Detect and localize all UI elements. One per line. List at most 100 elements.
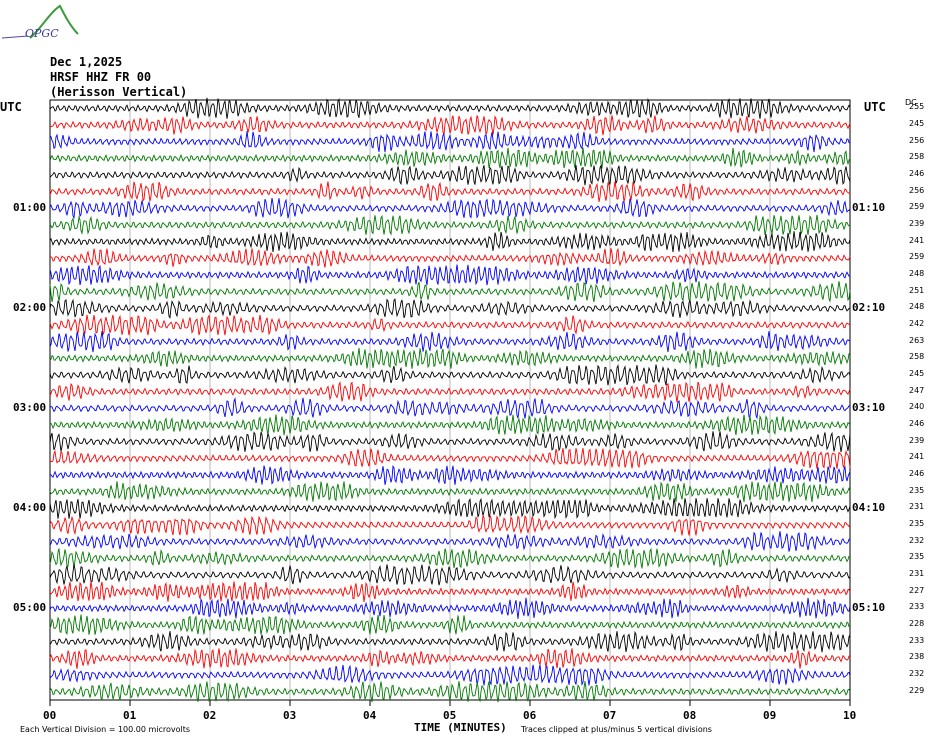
dc-value: 240 bbox=[909, 402, 925, 412]
trace-row-2 bbox=[49, 131, 851, 153]
trace-row-6 bbox=[49, 197, 851, 220]
x-tick-label: 02 bbox=[203, 709, 217, 722]
dc-value: 248 bbox=[909, 269, 925, 278]
x-tick-label: 03 bbox=[283, 709, 297, 722]
dc-value: 255 bbox=[909, 102, 925, 112]
x-tick-label: 07 bbox=[603, 709, 617, 722]
right-time-label: 03:10 bbox=[852, 401, 886, 415]
right-time-label: 04:10 bbox=[852, 501, 886, 515]
dc-value: 231 bbox=[909, 502, 925, 512]
dc-value: 227 bbox=[909, 585, 925, 595]
trace-row-15 bbox=[49, 347, 851, 369]
x-tick-label: 05 bbox=[443, 709, 457, 722]
dc-value: 256 bbox=[909, 185, 925, 195]
dc-value: 245 bbox=[909, 369, 925, 378]
right-time-label: 02:10 bbox=[852, 301, 886, 315]
dc-value: 258 bbox=[909, 352, 925, 362]
trace-row-27 bbox=[49, 547, 851, 570]
trace-row-16 bbox=[49, 364, 851, 386]
dc-value: 251 bbox=[909, 285, 925, 295]
trace-row-20 bbox=[49, 431, 851, 453]
dc-value: 258 bbox=[909, 152, 925, 162]
left-time-label: 02:00 bbox=[13, 301, 47, 315]
utc-right-label: UTC bbox=[864, 100, 886, 114]
footer-clip-note: Traces clipped at plus/minus 5 vertical … bbox=[521, 725, 712, 734]
dc-value: 233 bbox=[909, 602, 925, 612]
dc-value: 241 bbox=[909, 452, 925, 462]
trace-row-26 bbox=[49, 531, 851, 552]
opgc-logo-icon bbox=[1, 4, 79, 39]
trace-row-7 bbox=[49, 214, 851, 236]
trace-row-4 bbox=[49, 164, 851, 186]
trace-row-12 bbox=[49, 298, 851, 319]
trace-row-5 bbox=[49, 181, 851, 203]
dc-label: DC bbox=[905, 98, 917, 107]
trace-row-28 bbox=[49, 564, 851, 586]
trace-row-24 bbox=[49, 497, 851, 520]
x-tick-label: 06 bbox=[523, 709, 537, 722]
trace-row-10 bbox=[49, 264, 851, 286]
dc-value: 263 bbox=[909, 335, 925, 345]
left-time-label: 05:00 bbox=[13, 601, 47, 615]
trace-row-14 bbox=[49, 331, 851, 353]
right-time-label: 05:10 bbox=[852, 601, 886, 615]
dc-value: 241 bbox=[909, 235, 925, 245]
trace-row-0 bbox=[49, 97, 851, 119]
trace-row-18 bbox=[49, 396, 851, 420]
x-tick-label: 04 bbox=[363, 709, 377, 722]
trace-row-17 bbox=[49, 381, 851, 403]
trace-row-3 bbox=[49, 147, 851, 169]
dc-value: 239 bbox=[909, 219, 925, 228]
dc-value: 232 bbox=[909, 535, 925, 545]
dc-value: 259 bbox=[909, 252, 925, 262]
left-time-label: 01:00 bbox=[13, 201, 47, 215]
dc-value: 235 bbox=[909, 519, 925, 528]
dc-value: 246 bbox=[909, 419, 925, 428]
trace-row-8 bbox=[49, 231, 851, 253]
trace-row-32 bbox=[49, 630, 851, 653]
trace-row-23 bbox=[49, 481, 851, 503]
x-tick-label: 01 bbox=[123, 709, 137, 722]
dc-value: 235 bbox=[909, 552, 925, 562]
dc-value: 228 bbox=[909, 619, 925, 628]
header-date: Dec 1,2025 bbox=[50, 55, 123, 69]
dc-value: 235 bbox=[909, 485, 925, 495]
dc-value: 246 bbox=[909, 469, 925, 478]
x-axis-title: TIME (MINUTES) bbox=[414, 721, 507, 734]
dc-value: 247 bbox=[909, 385, 925, 395]
left-time-label: 04:00 bbox=[13, 501, 47, 515]
trace-row-33 bbox=[49, 648, 851, 669]
trace-row-30 bbox=[49, 597, 851, 619]
dc-value: 229 bbox=[909, 685, 925, 695]
dc-value: 248 bbox=[909, 302, 925, 312]
x-tick-label: 09 bbox=[763, 709, 777, 722]
footer-vertical-division: Each Vertical Division = 100.00 microvol… bbox=[20, 725, 191, 734]
x-tick-label: 00 bbox=[43, 709, 57, 722]
trace-row-25 bbox=[49, 514, 851, 536]
trace-row-1 bbox=[49, 115, 851, 137]
left-time-label: 03:00 bbox=[13, 401, 47, 415]
logo-text: OPGC bbox=[25, 27, 59, 40]
trace-row-31 bbox=[49, 614, 851, 635]
trace-row-35 bbox=[49, 681, 851, 703]
dc-value: 256 bbox=[909, 135, 925, 145]
dc-value: 239 bbox=[909, 435, 925, 445]
dc-value: 231 bbox=[909, 569, 925, 578]
trace-row-22 bbox=[49, 464, 851, 485]
x-tick-label: 10 bbox=[843, 709, 857, 722]
trace-row-9 bbox=[49, 247, 851, 268]
dc-value: 238 bbox=[909, 652, 925, 662]
x-tick-label: 08 bbox=[683, 709, 697, 722]
dc-value: 242 bbox=[909, 319, 925, 328]
dc-value: 246 bbox=[909, 169, 925, 178]
trace-row-11 bbox=[49, 281, 851, 303]
trace-row-34 bbox=[49, 664, 851, 687]
trace-row-13 bbox=[49, 314, 851, 336]
utc-left-label: UTC bbox=[0, 100, 22, 114]
dc-value: 232 bbox=[909, 669, 925, 678]
dc-value: 259 bbox=[909, 202, 925, 212]
trace-row-21 bbox=[50, 447, 851, 470]
right-time-label: 01:10 bbox=[852, 201, 886, 215]
dc-value: 245 bbox=[909, 119, 925, 128]
